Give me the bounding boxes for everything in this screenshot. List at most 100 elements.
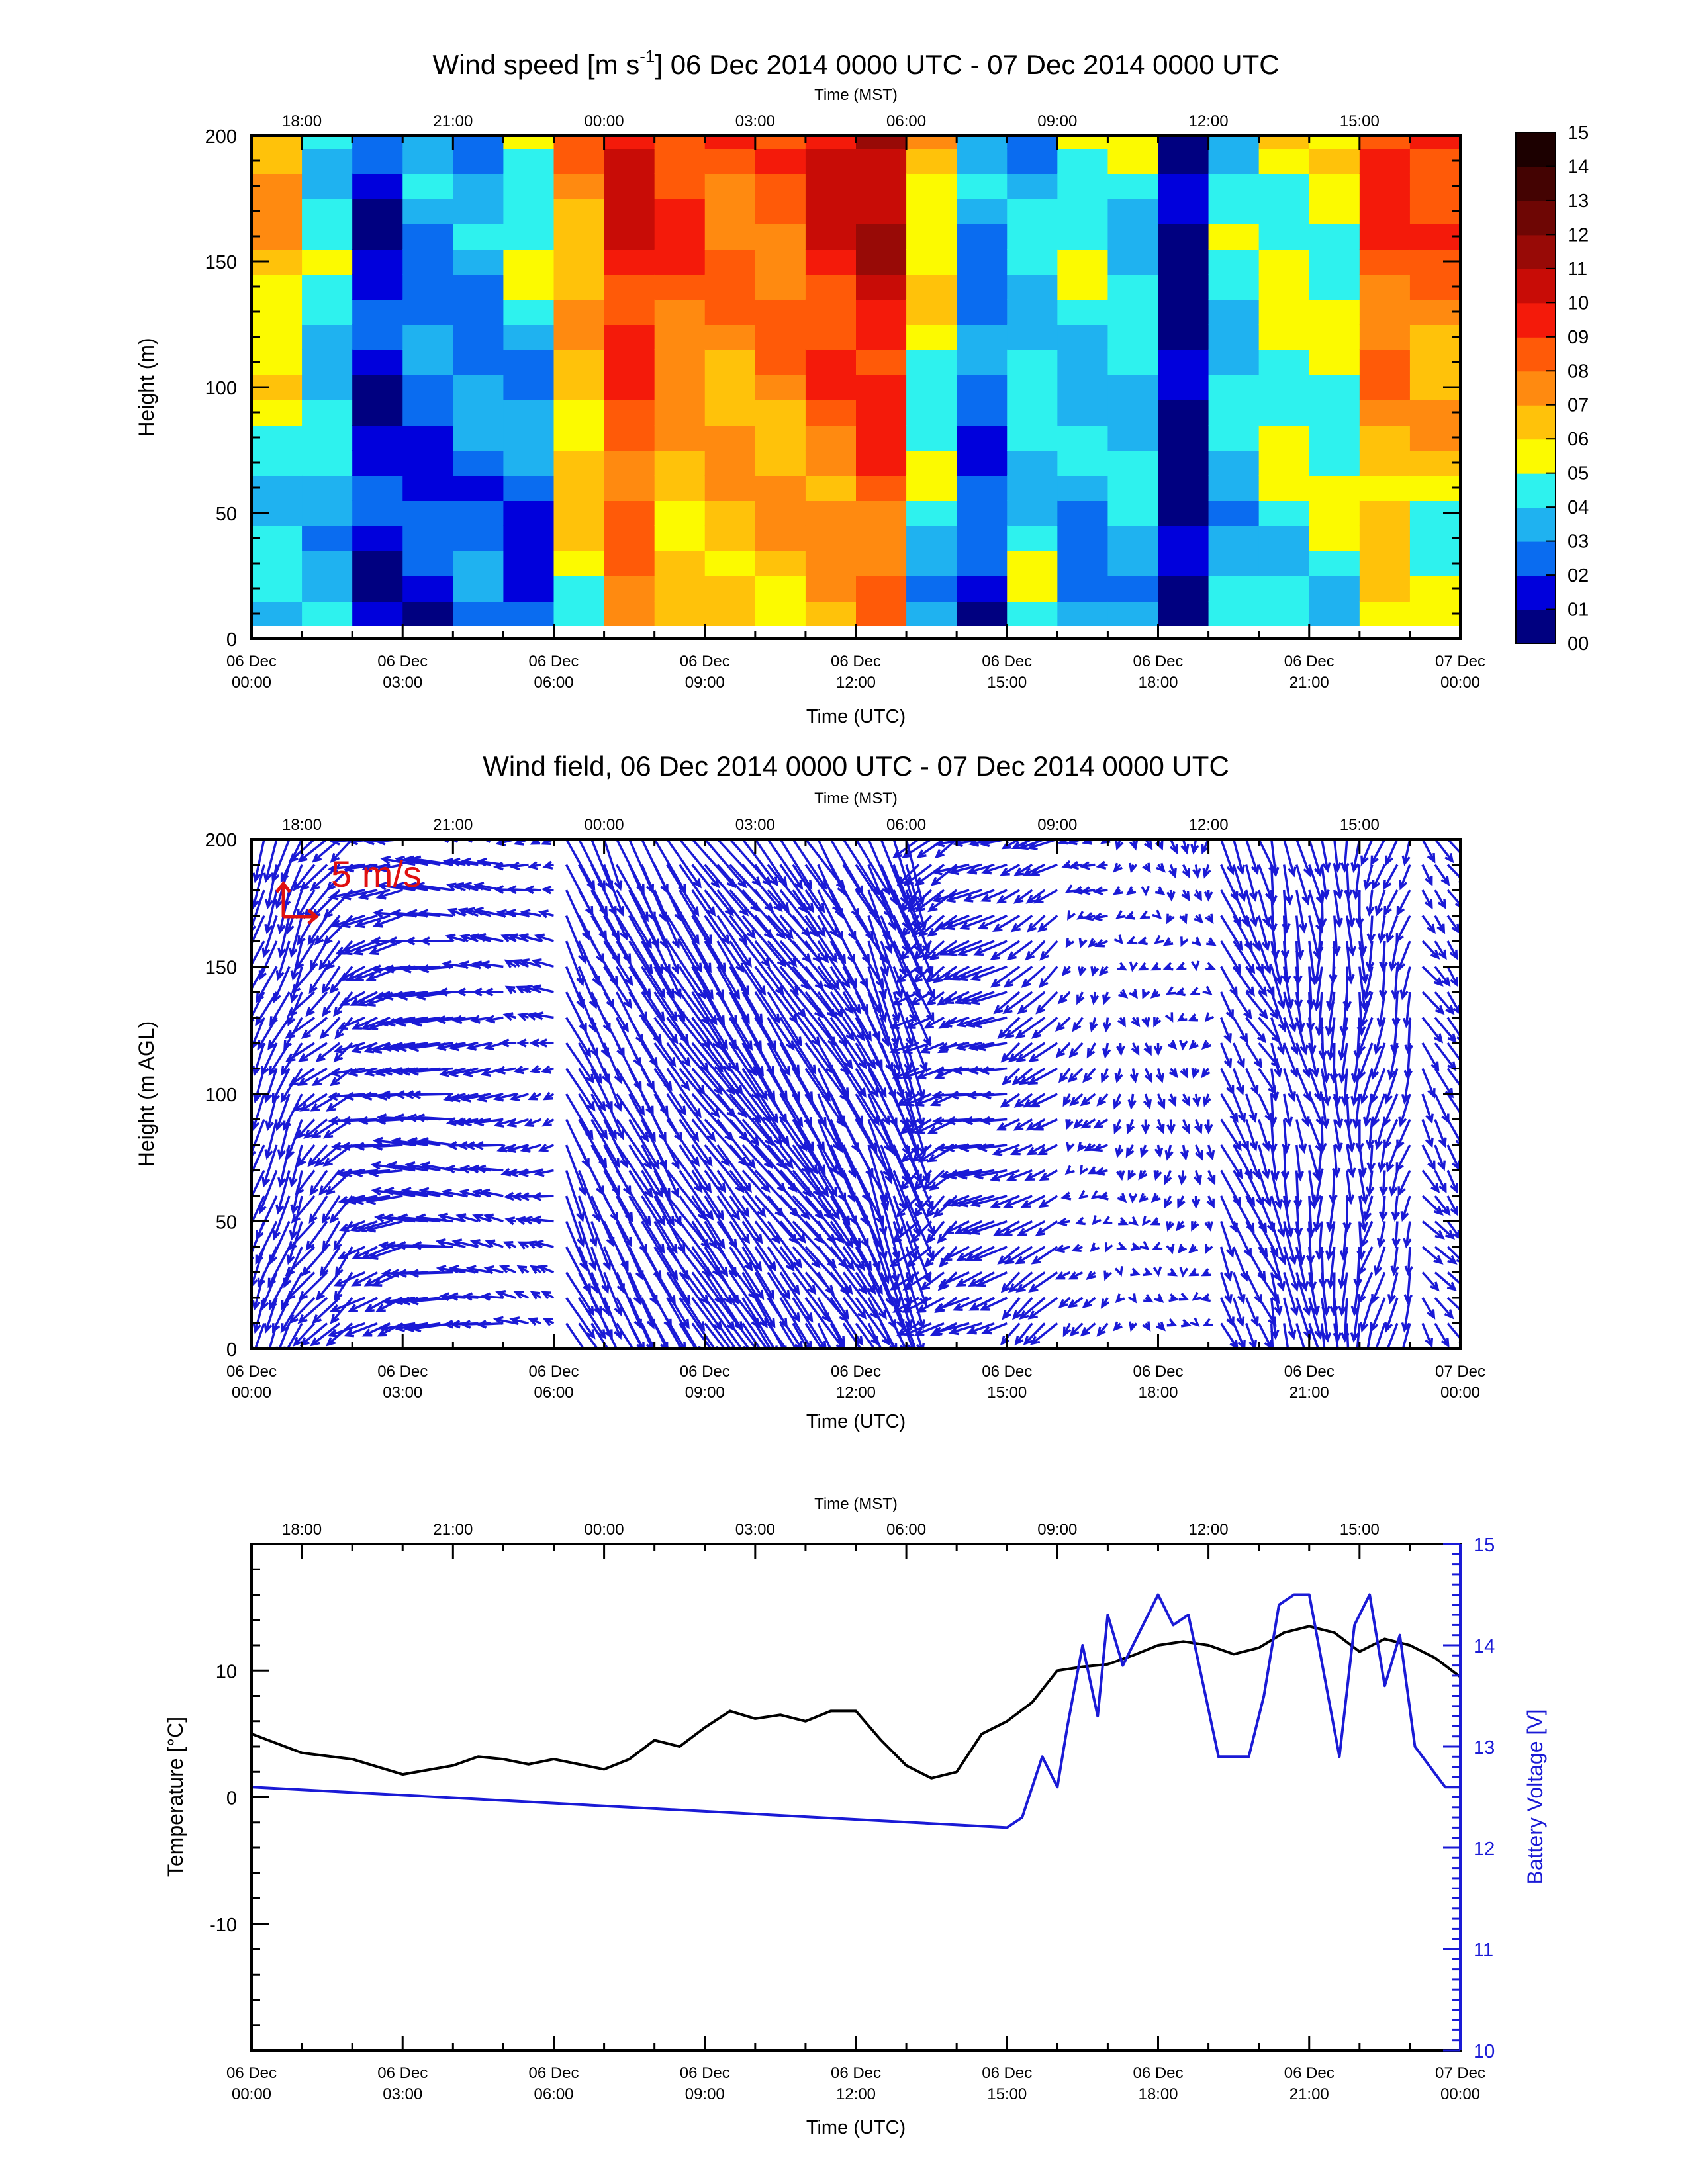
wind-arrow — [291, 1195, 316, 1224]
x-tick-label-time: 06:00 — [534, 1384, 573, 1402]
wind-arrow — [1191, 1068, 1200, 1079]
speed-cell — [402, 475, 454, 501]
wind-arrow — [1178, 1170, 1188, 1186]
wind-arrow — [414, 1113, 453, 1122]
wind-arrow — [441, 1188, 466, 1197]
wind-arrow — [528, 1092, 542, 1101]
wind-arrow — [1258, 1144, 1270, 1180]
speed-cell — [704, 199, 756, 224]
speed-cell — [302, 450, 353, 476]
wind-arrow — [461, 882, 491, 891]
wind-arrow — [804, 991, 848, 1047]
wind-arrow — [1013, 864, 1033, 876]
wind-arrow — [767, 1322, 788, 1349]
wind-arrow — [1421, 1271, 1440, 1292]
wind-arrow — [1346, 1144, 1356, 1179]
y-tick-label: 0 — [226, 1788, 237, 1809]
wind-arrow — [628, 991, 662, 1045]
speed-cell — [654, 324, 706, 350]
wind-arrow — [482, 839, 504, 843]
wind-arrow — [1391, 966, 1400, 1001]
wind-arrow — [1168, 1093, 1177, 1107]
wind-arrow — [265, 864, 278, 910]
wind-arrow — [299, 1093, 328, 1112]
wind-arrow — [653, 1068, 687, 1116]
x-tick-label-time: 18:00 — [1138, 2085, 1178, 2103]
speed-cell — [1007, 299, 1058, 325]
wind-arrow — [981, 863, 1008, 875]
wind-arrow — [1033, 1118, 1058, 1131]
wind-arrow — [880, 940, 904, 1000]
wind-arrow — [1096, 1093, 1109, 1107]
speed-cell — [755, 148, 806, 174]
wind-arrow — [903, 1322, 932, 1336]
wind-arrow — [330, 839, 353, 863]
speed-cell — [1309, 400, 1360, 426]
speed-cell — [1057, 249, 1109, 275]
speed-cell — [906, 274, 958, 300]
wind-arrow — [741, 1093, 783, 1146]
speed-cell — [1208, 148, 1260, 174]
wind-arrow — [509, 1316, 529, 1326]
wind-arrow — [462, 1067, 491, 1077]
wind-arrow — [1434, 864, 1450, 886]
wind-arrow — [948, 863, 982, 876]
speed-cell — [755, 299, 806, 325]
wind-arrow — [383, 991, 428, 1001]
wind-arrow — [1245, 1042, 1263, 1069]
wind-arrow — [1459, 1017, 1460, 1021]
speed-cell — [957, 576, 1008, 602]
wind-arrow — [1434, 1322, 1450, 1348]
wind-arrow — [1421, 1144, 1436, 1171]
wind-arrow — [1373, 1017, 1386, 1056]
wind-arrow — [959, 1143, 995, 1152]
wind-arrow — [1156, 1118, 1165, 1135]
wind-arrow — [480, 1292, 504, 1302]
wind-arrow — [1087, 1165, 1098, 1175]
speed-cell — [302, 400, 353, 426]
speed-cell — [1057, 400, 1109, 426]
wind-arrow — [504, 1216, 516, 1226]
wind-arrow — [538, 1143, 555, 1152]
x-tick-label-time: 12:00 — [836, 674, 876, 692]
speed-cell — [1057, 551, 1109, 576]
wind-arrow — [420, 936, 453, 946]
wind-arrow — [406, 882, 441, 891]
speed-cell — [1309, 450, 1360, 476]
wind-arrow — [817, 1220, 855, 1271]
wind-arrow — [1459, 864, 1460, 866]
wind-arrow — [867, 1322, 882, 1349]
wind-arrow — [509, 1093, 529, 1102]
wind-arrow — [1179, 913, 1188, 925]
speed-cell — [1258, 475, 1310, 501]
wind-arrow — [880, 991, 900, 1048]
x-tick-label-time: 18:00 — [1138, 674, 1178, 692]
wind-arrow — [1126, 936, 1137, 945]
x-tick-label-date: 06 Dec — [226, 2064, 277, 2082]
wind-arrow — [1282, 966, 1294, 1010]
speed-cell — [805, 299, 857, 325]
speed-cell — [1309, 324, 1360, 350]
wind-arrow — [348, 1297, 378, 1312]
wind-arrow — [577, 1118, 608, 1169]
wind-arrow — [1232, 1093, 1246, 1124]
speed-cell — [957, 199, 1008, 224]
wind-arrow — [979, 1066, 1008, 1075]
wind-arrow — [1190, 1317, 1200, 1327]
speed-cell — [352, 601, 404, 627]
wind-arrow — [1390, 1246, 1399, 1277]
wind-arrow — [1396, 889, 1411, 917]
wind-arrow — [804, 915, 838, 964]
y2-tick-label: 12 — [1474, 1839, 1495, 1860]
x-tick-label-time: 03:00 — [383, 674, 422, 692]
wind-arrow — [1446, 1271, 1460, 1289]
wind-arrow — [602, 1271, 623, 1317]
speed-cell — [1107, 224, 1159, 250]
speed-cell — [503, 136, 555, 149]
wind-arrow — [445, 933, 466, 942]
wind-arrow — [1069, 1322, 1084, 1337]
speed-cell — [1359, 224, 1411, 250]
wind-arrow — [829, 991, 865, 1042]
speed-cell — [402, 199, 454, 224]
speed-cell — [604, 324, 655, 350]
